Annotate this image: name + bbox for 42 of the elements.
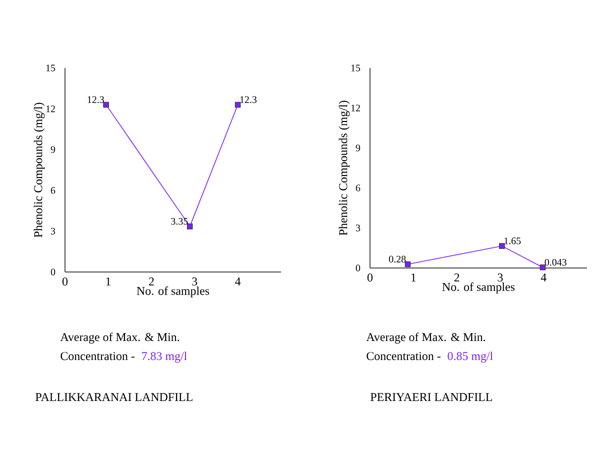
y-tick-label: 0 (50, 268, 56, 276)
text: Concentration - (366, 352, 440, 360)
data-label: 1.65 (504, 238, 521, 244)
x-tick-label: 1 (411, 274, 416, 282)
data-label: 0.043 (544, 258, 566, 266)
point (540, 264, 546, 270)
data-label: 0.28 (389, 256, 406, 263)
y-tick-label: 6 (50, 187, 56, 194)
y-tick-label: 6 (356, 184, 360, 192)
y-tick-label: 3 (50, 228, 56, 235)
text: 0.85 mg/l (448, 352, 493, 363)
x-tick-label: 3 (192, 278, 198, 286)
y-tick-label: 0 (356, 264, 360, 272)
x-tick-label: 0 (62, 278, 68, 286)
x-axis-title: No. of samples (442, 282, 515, 294)
y-axis-title: Phenolic Compounds (mg/l) (338, 100, 350, 236)
x-tick-label: 3 (498, 274, 503, 282)
text: Average of Max. & Min. (366, 332, 486, 344)
x-tick-label: 0 (367, 274, 373, 282)
x-axis-title: No. of samples (136, 286, 210, 298)
x-tick-label: 2 (454, 274, 460, 282)
y-tick-label: 12 (46, 105, 55, 112)
point (499, 243, 505, 249)
text: PERIYAERI LANDFILL (370, 393, 492, 401)
x-tick-label: 1 (106, 278, 110, 286)
y-tick-label: 9 (50, 146, 56, 153)
text: 7.83 mg/l (142, 352, 187, 363)
text: Average of Max. & Min. (60, 332, 180, 344)
data-label: 12.3 (88, 96, 104, 104)
y-tick-label: 3 (356, 224, 360, 232)
y-axis-title: Phenolic Compounds (mg/l) (34, 102, 45, 238)
y-tick-label: 12 (351, 104, 360, 112)
x-tick-label: 2 (148, 278, 154, 286)
data-label: 12.3 (240, 96, 257, 104)
y-tick-label: 15 (351, 64, 360, 72)
x-tick-label: 4 (235, 278, 241, 286)
text: Concentration - (60, 352, 134, 360)
y-tick-label: 9 (356, 144, 360, 152)
x-tick-label: 4 (540, 274, 546, 282)
point (404, 261, 411, 268)
text: PALLIKKARANAI LANDFILL (36, 393, 192, 401)
y-tick-label: 15 (46, 64, 56, 72)
